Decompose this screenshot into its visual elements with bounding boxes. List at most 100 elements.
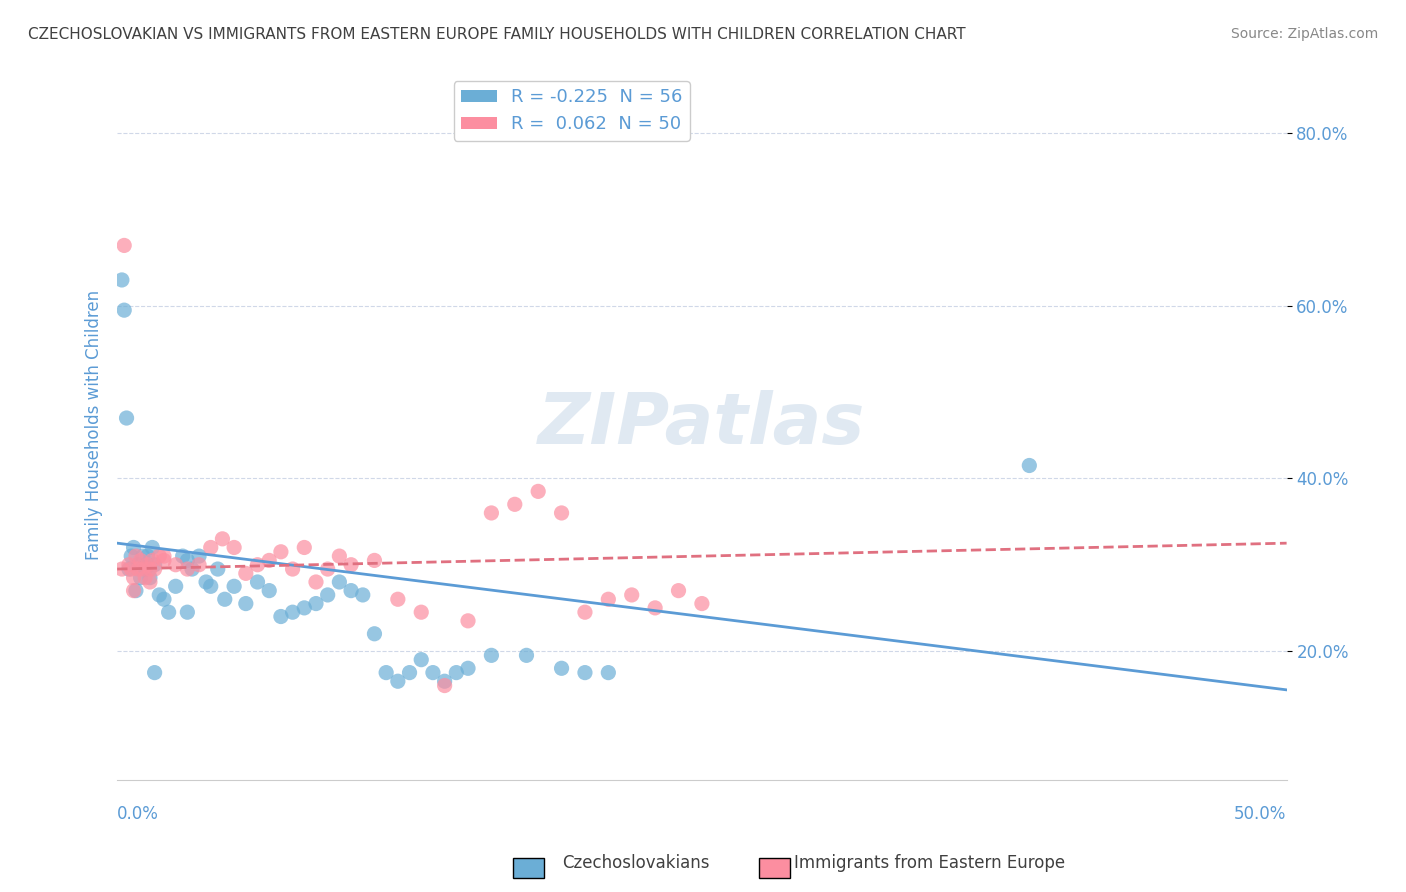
Point <box>433 679 456 693</box>
Point <box>141 553 163 567</box>
Point <box>387 592 409 607</box>
Point <box>125 583 148 598</box>
Point <box>620 588 643 602</box>
Point <box>481 648 503 663</box>
Point <box>328 549 350 563</box>
Point <box>176 605 198 619</box>
Point <box>188 558 211 572</box>
Point <box>188 549 211 563</box>
Point <box>112 303 135 318</box>
Point <box>398 665 420 680</box>
Point <box>340 558 363 572</box>
Point <box>136 549 159 563</box>
Point <box>305 574 328 589</box>
Point <box>246 574 269 589</box>
Point <box>527 484 550 499</box>
Point <box>270 545 292 559</box>
Point <box>340 583 363 598</box>
Point <box>200 541 222 555</box>
Text: 0.0%: 0.0% <box>117 805 159 823</box>
Point <box>176 562 198 576</box>
Point <box>111 562 134 576</box>
Point <box>134 562 156 576</box>
Point <box>598 665 620 680</box>
Text: 50.0%: 50.0% <box>1234 805 1286 823</box>
Point <box>644 600 666 615</box>
Point <box>481 506 503 520</box>
Point <box>1018 458 1040 473</box>
Point <box>127 558 149 572</box>
Point <box>122 583 145 598</box>
Point <box>281 605 304 619</box>
Point <box>122 571 145 585</box>
Text: CZECHOSLOVAKIAN VS IMMIGRANTS FROM EASTERN EUROPE FAMILY HOUSEHOLDS WITH CHILDRE: CZECHOSLOVAKIAN VS IMMIGRANTS FROM EASTE… <box>28 27 966 42</box>
Point <box>503 497 526 511</box>
Legend: R = -0.225  N = 56, R =  0.062  N = 50: R = -0.225 N = 56, R = 0.062 N = 50 <box>454 81 690 141</box>
Point <box>148 588 170 602</box>
Point <box>141 541 163 555</box>
Point <box>352 588 374 602</box>
Point <box>129 571 152 585</box>
Point <box>139 562 162 576</box>
Point <box>387 674 409 689</box>
Point <box>136 558 159 572</box>
Point <box>598 592 620 607</box>
Point <box>139 571 162 585</box>
Text: ZIPatlas: ZIPatlas <box>538 390 866 459</box>
Point <box>176 553 198 567</box>
Point <box>214 592 236 607</box>
Point <box>411 605 433 619</box>
Point <box>257 583 280 598</box>
Point <box>207 562 229 576</box>
Point <box>181 562 204 576</box>
Point <box>172 549 194 563</box>
Point <box>134 571 156 585</box>
Point <box>433 674 456 689</box>
Point <box>157 605 180 619</box>
Point <box>165 558 187 572</box>
Point <box>120 562 142 576</box>
Point <box>153 549 176 563</box>
Point <box>690 597 713 611</box>
Point <box>195 574 218 589</box>
Point <box>270 609 292 624</box>
Y-axis label: Family Households with Children: Family Households with Children <box>86 289 103 559</box>
Point <box>143 562 166 576</box>
Point <box>143 558 166 572</box>
Point <box>316 562 339 576</box>
Point <box>148 549 170 563</box>
Point <box>550 506 572 520</box>
Point <box>375 665 398 680</box>
Point <box>257 553 280 567</box>
Point <box>411 653 433 667</box>
Point <box>224 579 246 593</box>
Point <box>668 583 690 598</box>
Point <box>292 600 315 615</box>
Point <box>125 549 148 563</box>
Point <box>550 661 572 675</box>
Point <box>235 566 257 581</box>
Text: Source: ZipAtlas.com: Source: ZipAtlas.com <box>1230 27 1378 41</box>
Point <box>515 648 537 663</box>
Point <box>316 588 339 602</box>
Point <box>574 605 596 619</box>
Point <box>111 273 134 287</box>
Point <box>363 553 385 567</box>
Point <box>363 627 385 641</box>
Point <box>246 558 269 572</box>
Point <box>281 562 304 576</box>
Point <box>457 614 479 628</box>
Point <box>118 562 141 576</box>
Text: Immigrants from Eastern Europe: Immigrants from Eastern Europe <box>794 855 1066 872</box>
Point <box>224 541 246 555</box>
Point <box>129 553 152 567</box>
Point <box>112 238 135 252</box>
Point <box>153 592 176 607</box>
Point <box>132 549 155 563</box>
Point <box>292 541 315 555</box>
Point <box>120 549 142 563</box>
Point <box>211 532 233 546</box>
Point <box>305 597 328 611</box>
Point <box>235 597 257 611</box>
Point <box>122 541 145 555</box>
